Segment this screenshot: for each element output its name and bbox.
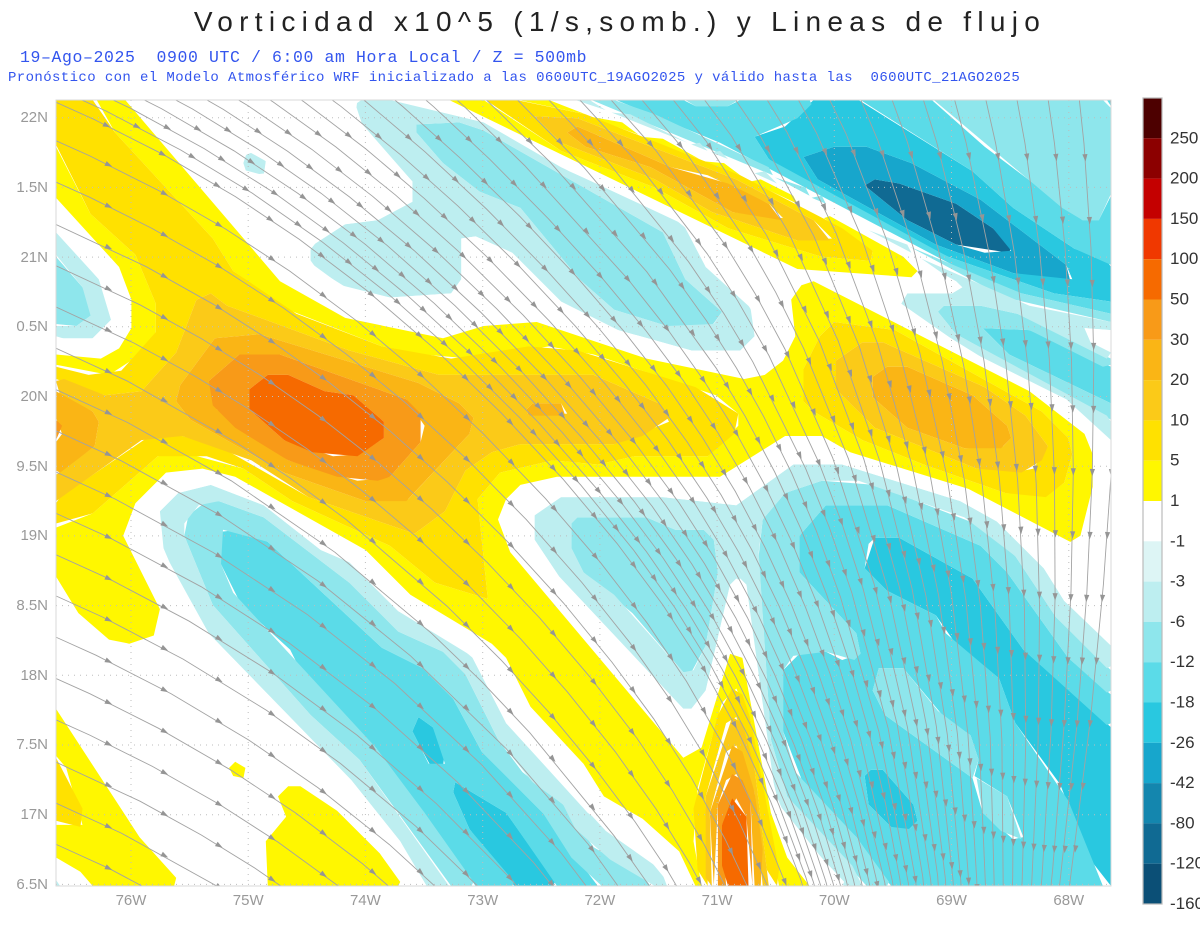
- svg-text:10: 10: [1170, 410, 1189, 429]
- svg-text:72W: 72W: [584, 892, 616, 909]
- svg-text:21N: 21N: [20, 249, 48, 266]
- svg-text:100: 100: [1170, 249, 1198, 268]
- svg-text:6.5N: 6.5N: [16, 876, 48, 893]
- svg-text:-1: -1: [1170, 531, 1185, 550]
- svg-text:74W: 74W: [350, 892, 382, 909]
- svg-text:71W: 71W: [702, 892, 734, 909]
- svg-text:1: 1: [1170, 491, 1179, 510]
- svg-text:70W: 70W: [819, 892, 851, 909]
- svg-text:73W: 73W: [467, 892, 499, 909]
- svg-text:250: 250: [1170, 128, 1198, 147]
- svg-text:50: 50: [1170, 290, 1189, 309]
- svg-text:-18: -18: [1170, 693, 1195, 712]
- svg-text:69W: 69W: [936, 892, 968, 909]
- svg-text:5: 5: [1170, 451, 1179, 470]
- svg-text:20N: 20N: [20, 388, 48, 405]
- svg-text:-120: -120: [1170, 854, 1200, 873]
- svg-text:18N: 18N: [20, 667, 48, 684]
- svg-text:1.5N: 1.5N: [16, 179, 48, 196]
- svg-text:-80: -80: [1170, 813, 1195, 832]
- svg-text:0.5N: 0.5N: [16, 318, 48, 335]
- svg-text:7.5N: 7.5N: [16, 736, 48, 753]
- svg-text:8.5N: 8.5N: [16, 597, 48, 614]
- svg-text:150: 150: [1170, 209, 1198, 228]
- svg-text:-6: -6: [1170, 612, 1185, 631]
- svg-text:22N: 22N: [20, 109, 48, 126]
- svg-text:200: 200: [1170, 169, 1198, 188]
- svg-text:30: 30: [1170, 330, 1189, 349]
- svg-text:-3: -3: [1170, 572, 1185, 591]
- svg-text:20: 20: [1170, 370, 1189, 389]
- svg-text:19N: 19N: [20, 527, 48, 544]
- svg-text:76W: 76W: [116, 892, 148, 909]
- svg-text:-26: -26: [1170, 733, 1195, 752]
- svg-text:68W: 68W: [1053, 892, 1085, 909]
- svg-text:17N: 17N: [20, 806, 48, 823]
- svg-text:-12: -12: [1170, 652, 1195, 671]
- svg-text:9.5N: 9.5N: [16, 458, 48, 475]
- svg-text:75W: 75W: [233, 892, 265, 909]
- svg-text:-160: -160: [1170, 894, 1200, 913]
- svg-text:-42: -42: [1170, 773, 1195, 792]
